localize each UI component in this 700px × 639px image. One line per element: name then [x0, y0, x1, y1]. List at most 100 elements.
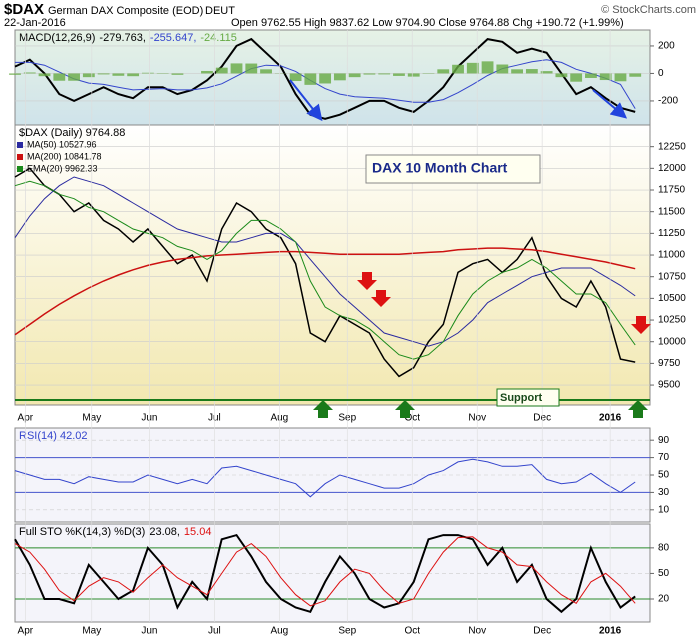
- title-box-text: DAX 10 Month Chart: [372, 160, 508, 176]
- x-tick-label: Dec: [533, 626, 551, 637]
- legend-entry: MA(50) 10527.96: [27, 139, 97, 149]
- histogram-bar: [97, 73, 110, 75]
- x-tick-label: Apr: [18, 626, 34, 637]
- histogram-bar: [319, 73, 332, 84]
- name: German DAX Composite (EOD): [48, 5, 203, 17]
- legend-entry: 15.04: [184, 526, 212, 538]
- histogram-bar: [585, 73, 597, 78]
- legend-entry: RSI(14) 42.02: [19, 430, 87, 442]
- histogram-bar: [304, 73, 317, 85]
- x-tick-label: Oct: [404, 626, 420, 637]
- legend-swatch: [17, 166, 23, 172]
- x-tick-label: 2016: [599, 626, 622, 637]
- histogram-bar: [452, 64, 464, 74]
- histogram-bar: [171, 73, 184, 75]
- y-tick-label: 0: [658, 68, 664, 79]
- y-tick-label: -200: [658, 96, 678, 107]
- quote: Open 9762.55 High 9837.62 Low 9704.90 Cl…: [231, 17, 624, 29]
- x-tick-label: Aug: [270, 626, 288, 637]
- support-label: Support: [500, 392, 542, 404]
- histogram-bar: [142, 72, 154, 74]
- x-tick-label: Apr: [18, 413, 34, 424]
- histogram-bar: [599, 73, 612, 81]
- series-line: [14, 533, 636, 614]
- series-line: [14, 37, 636, 120]
- legend-swatch: [17, 142, 23, 148]
- histogram-bar: [614, 73, 627, 82]
- histogram-bar: [112, 73, 125, 76]
- histogram-bar: [511, 69, 523, 74]
- histogram-bar: [215, 67, 228, 74]
- histogram-bar: [38, 73, 51, 77]
- source: © StockCharts.com: [601, 4, 696, 16]
- histogram-bar: [570, 73, 583, 82]
- symbol: $DAX: [4, 1, 44, 18]
- histogram-bar: [496, 64, 509, 74]
- y-tick-label: 11250: [658, 228, 686, 239]
- histogram-bar: [9, 73, 21, 75]
- histogram-bar: [481, 61, 494, 74]
- histogram-bar: [201, 70, 213, 74]
- y-tick-label: 30: [658, 487, 670, 498]
- x-tick-label: Jul: [208, 626, 221, 637]
- histogram-bar: [289, 73, 302, 82]
- date: 22-Jan-2016: [4, 17, 66, 29]
- x-tick-label: Jun: [141, 626, 157, 637]
- title-box: [365, 154, 541, 184]
- legend-entry: -24.115: [200, 32, 237, 44]
- y-tick-label: 10: [658, 504, 670, 515]
- exchange: DEUT: [205, 5, 235, 17]
- legend: RSI(14) 42.02: [19, 430, 87, 442]
- series-line: [14, 458, 636, 498]
- y-tick-label: 9500: [658, 380, 681, 391]
- histogram-bar: [525, 69, 538, 74]
- histogram-bar: [629, 73, 642, 77]
- histogram-bar: [437, 69, 450, 74]
- y-tick-label: 11750: [658, 185, 686, 196]
- legend-entry: -255.647,: [150, 32, 196, 44]
- y-tick-label: 200: [658, 41, 675, 52]
- histogram-bar: [127, 73, 140, 77]
- histogram-bar: [393, 73, 405, 76]
- histogram-bar: [363, 73, 376, 75]
- legend-entry: -279.763,: [99, 32, 145, 44]
- histogram-bar: [555, 73, 568, 78]
- histogram-bar: [407, 73, 420, 77]
- y-tick-label: 20: [658, 594, 670, 605]
- panel-title: MACD(12,26,9): [19, 32, 95, 44]
- histogram-bar: [245, 63, 258, 74]
- histogram-bar: [540, 71, 553, 74]
- histogram-bar: [378, 73, 391, 75]
- arrows: [289, 79, 651, 418]
- series-line: [14, 247, 636, 336]
- histogram-bar: [333, 73, 346, 81]
- y-tick-label: 10750: [658, 271, 686, 282]
- histogram-bar: [230, 63, 243, 74]
- x-tick-label: May: [82, 626, 101, 637]
- series-line: [15, 59, 636, 109]
- series-line: [14, 176, 636, 347]
- y-tick-label: 12000: [658, 163, 686, 174]
- histogram-bar: [260, 69, 272, 74]
- legend-entry: MA(200) 10841.78: [27, 151, 102, 161]
- y-tick-label: 12250: [658, 141, 686, 152]
- series-line: [14, 167, 636, 378]
- histogram-bar: [68, 73, 80, 81]
- histogram-bar: [348, 73, 361, 78]
- y-tick-label: 11500: [658, 206, 686, 217]
- panel-title: Full STO %K(14,3) %D(3): [19, 526, 145, 538]
- histogram-bar: [23, 72, 36, 74]
- y-tick-label: 10500: [658, 293, 686, 304]
- x-tick-label: Nov: [468, 626, 486, 637]
- legend-swatch: [17, 154, 23, 160]
- legend: Full STO %K(14,3) %D(3) 23.08, 15.04: [19, 526, 211, 538]
- y-tick-label: 50: [658, 568, 670, 579]
- y-tick-label: 80: [658, 543, 670, 554]
- series-line: [14, 536, 636, 607]
- y-tick-label: 70: [658, 452, 670, 463]
- y-tick-label: 9750: [658, 358, 681, 369]
- x-tick-label: Sep: [338, 626, 356, 637]
- histogram-bar: [53, 73, 66, 81]
- y-tick-label: 10250: [658, 315, 686, 326]
- y-tick-label: 50: [658, 470, 670, 481]
